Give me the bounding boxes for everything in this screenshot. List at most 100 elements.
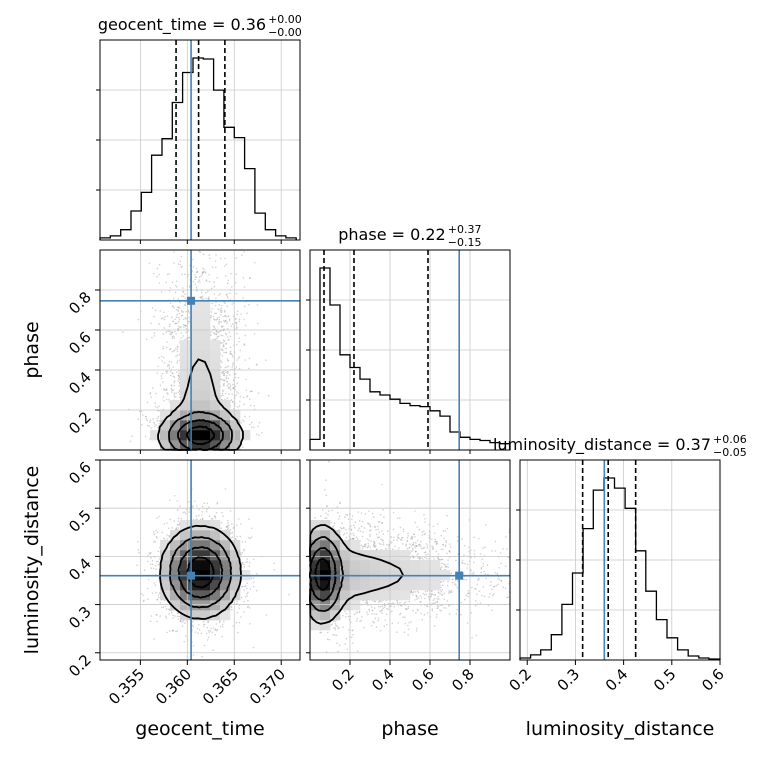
posterior-sample <box>234 385 237 388</box>
posterior-sample <box>230 399 233 401</box>
posterior-sample <box>239 349 241 352</box>
posterior-sample <box>202 271 204 274</box>
posterior-sample <box>223 382 225 385</box>
posterior-sample <box>227 524 230 527</box>
posterior-sample <box>252 558 255 561</box>
posterior-sample <box>236 391 238 393</box>
posterior-sample <box>224 257 226 260</box>
posterior-sample <box>236 611 239 614</box>
posterior-sample <box>214 304 217 307</box>
posterior-sample <box>224 321 226 323</box>
posterior-sample <box>273 562 275 565</box>
posterior-sample <box>147 424 149 427</box>
posterior-sample <box>162 606 165 608</box>
posterior-sample <box>176 322 178 325</box>
posterior-sample <box>169 630 171 632</box>
posterior-sample <box>204 272 207 274</box>
posterior-sample <box>166 315 169 317</box>
posterior-sample <box>187 310 190 313</box>
posterior-sample <box>235 321 237 324</box>
posterior-sample <box>168 325 171 328</box>
posterior-sample <box>217 331 220 334</box>
posterior-sample <box>158 323 160 325</box>
posterior-sample <box>202 298 205 300</box>
posterior-sample <box>147 560 149 563</box>
posterior-sample <box>231 523 233 525</box>
posterior-sample <box>172 617 174 619</box>
posterior-sample <box>169 518 171 521</box>
posterior-sample <box>145 418 148 420</box>
posterior-sample <box>232 383 234 386</box>
posterior-sample <box>138 551 140 554</box>
posterior-sample <box>206 290 209 293</box>
posterior-sample <box>178 316 180 319</box>
posterior-sample <box>246 582 249 584</box>
posterior-sample <box>214 516 217 519</box>
posterior-sample <box>151 387 154 389</box>
posterior-sample <box>254 262 256 264</box>
posterior-sample <box>153 425 156 428</box>
posterior-sample <box>236 524 238 527</box>
posterior-sample <box>216 335 219 338</box>
posterior-sample <box>180 326 182 328</box>
posterior-sample <box>175 280 178 283</box>
posterior-sample <box>207 621 210 623</box>
posterior-sample <box>216 277 218 279</box>
posterior-sample <box>146 419 148 422</box>
posterior-sample <box>184 297 187 300</box>
posterior-sample <box>231 393 233 395</box>
posterior-sample <box>147 598 149 600</box>
posterior-sample <box>211 308 213 310</box>
posterior-sample <box>154 564 157 567</box>
posterior-sample <box>176 314 178 316</box>
posterior-sample <box>230 605 232 608</box>
posterior-sample <box>226 526 229 528</box>
posterior-sample <box>236 313 239 316</box>
posterior-sample <box>223 351 225 354</box>
posterior-sample <box>215 297 217 299</box>
posterior-sample <box>166 534 168 536</box>
posterior-sample <box>162 381 164 383</box>
posterior-sample <box>160 318 163 320</box>
posterior-sample <box>165 388 168 390</box>
posterior-sample <box>195 267 198 270</box>
posterior-sample <box>178 615 180 618</box>
posterior-sample <box>179 326 181 329</box>
posterior-sample <box>187 273 190 276</box>
posterior-sample <box>169 347 172 350</box>
posterior-sample <box>214 338 217 341</box>
posterior-sample <box>243 286 246 288</box>
posterior-sample <box>137 549 140 551</box>
posterior-sample <box>250 527 253 530</box>
posterior-sample <box>235 344 238 346</box>
posterior-sample <box>238 621 241 624</box>
posterior-sample <box>166 631 168 634</box>
posterior-sample <box>215 254 217 256</box>
posterior-sample <box>245 389 248 391</box>
posterior-sample <box>158 282 161 284</box>
posterior-sample <box>180 310 183 312</box>
posterior-sample <box>223 311 226 313</box>
posterior-sample <box>221 349 223 351</box>
posterior-sample <box>175 308 178 311</box>
posterior-sample <box>248 357 251 360</box>
posterior-sample <box>221 304 223 307</box>
posterior-sample <box>194 631 197 633</box>
posterior-sample <box>158 592 161 594</box>
posterior-sample <box>261 432 263 434</box>
posterior-sample <box>222 379 225 381</box>
posterior-sample <box>216 330 218 332</box>
posterior-sample <box>153 638 155 640</box>
posterior-sample <box>201 514 203 516</box>
posterior-sample <box>246 595 248 597</box>
posterior-sample <box>153 533 155 535</box>
posterior-sample <box>226 370 229 373</box>
posterior-sample <box>157 560 159 563</box>
posterior-sample <box>208 298 210 300</box>
posterior-sample <box>235 257 238 259</box>
posterior-sample <box>224 332 227 335</box>
posterior-sample <box>256 304 259 306</box>
posterior-sample <box>162 347 164 350</box>
posterior-sample <box>170 384 173 386</box>
posterior-sample <box>236 310 239 313</box>
